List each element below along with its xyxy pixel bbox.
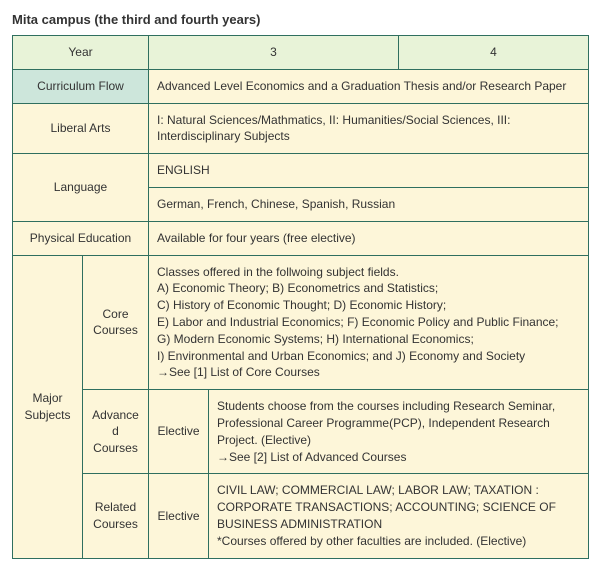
header-row: Year 3 4 <box>13 36 589 70</box>
label-physical-education: Physical Education <box>13 221 149 255</box>
header-year-3: 3 <box>149 36 399 70</box>
row-curriculum-flow: Curriculum Flow Advanced Level Economics… <box>13 69 589 103</box>
cell-language-others: German, French, Chinese, Spanish, Russia… <box>149 187 589 221</box>
label-major-subjects: Major Subjects <box>13 255 83 558</box>
label-advanced-elective: Elective <box>149 390 209 474</box>
cell-advanced-courses: Students choose from the courses includi… <box>209 390 589 474</box>
row-core-courses: Major Subjects Core Courses Classes offe… <box>13 255 589 390</box>
label-curriculum-flow: Curriculum Flow <box>13 69 149 103</box>
row-related-courses: Related Courses Elective CIVIL LAW; COMM… <box>13 474 589 558</box>
row-advanced-courses: Advanced Courses Elective Students choos… <box>13 390 589 474</box>
row-liberal-arts: Liberal Arts I: Natural Sciences/Mathmat… <box>13 103 589 154</box>
cell-physical-education: Available for four years (free elective) <box>149 221 589 255</box>
cell-core-courses: Classes offered in the follwoing subject… <box>149 255 589 390</box>
label-liberal-arts: Liberal Arts <box>13 103 149 154</box>
cell-curriculum-flow: Advanced Level Economics and a Graduatio… <box>149 69 589 103</box>
label-related-elective: Elective <box>149 474 209 558</box>
row-physical-education: Physical Education Available for four ye… <box>13 221 589 255</box>
row-language-1: Language ENGLISH <box>13 154 589 188</box>
label-language: Language <box>13 154 149 222</box>
curriculum-table: Year 3 4 Curriculum Flow Advanced Level … <box>12 35 589 559</box>
label-core-courses: Core Courses <box>83 255 149 390</box>
cell-language-english: ENGLISH <box>149 154 589 188</box>
cell-related-courses: CIVIL LAW; COMMERCIAL LAW; LABOR LAW; TA… <box>209 474 589 558</box>
header-year-4: 4 <box>399 36 589 70</box>
label-advanced-courses: Advanced Courses <box>83 390 149 474</box>
page-title: Mita campus (the third and fourth years) <box>12 12 588 27</box>
cell-liberal-arts: I: Natural Sciences/Mathmatics, II: Huma… <box>149 103 589 154</box>
header-year: Year <box>13 36 149 70</box>
label-related-courses: Related Courses <box>83 474 149 558</box>
